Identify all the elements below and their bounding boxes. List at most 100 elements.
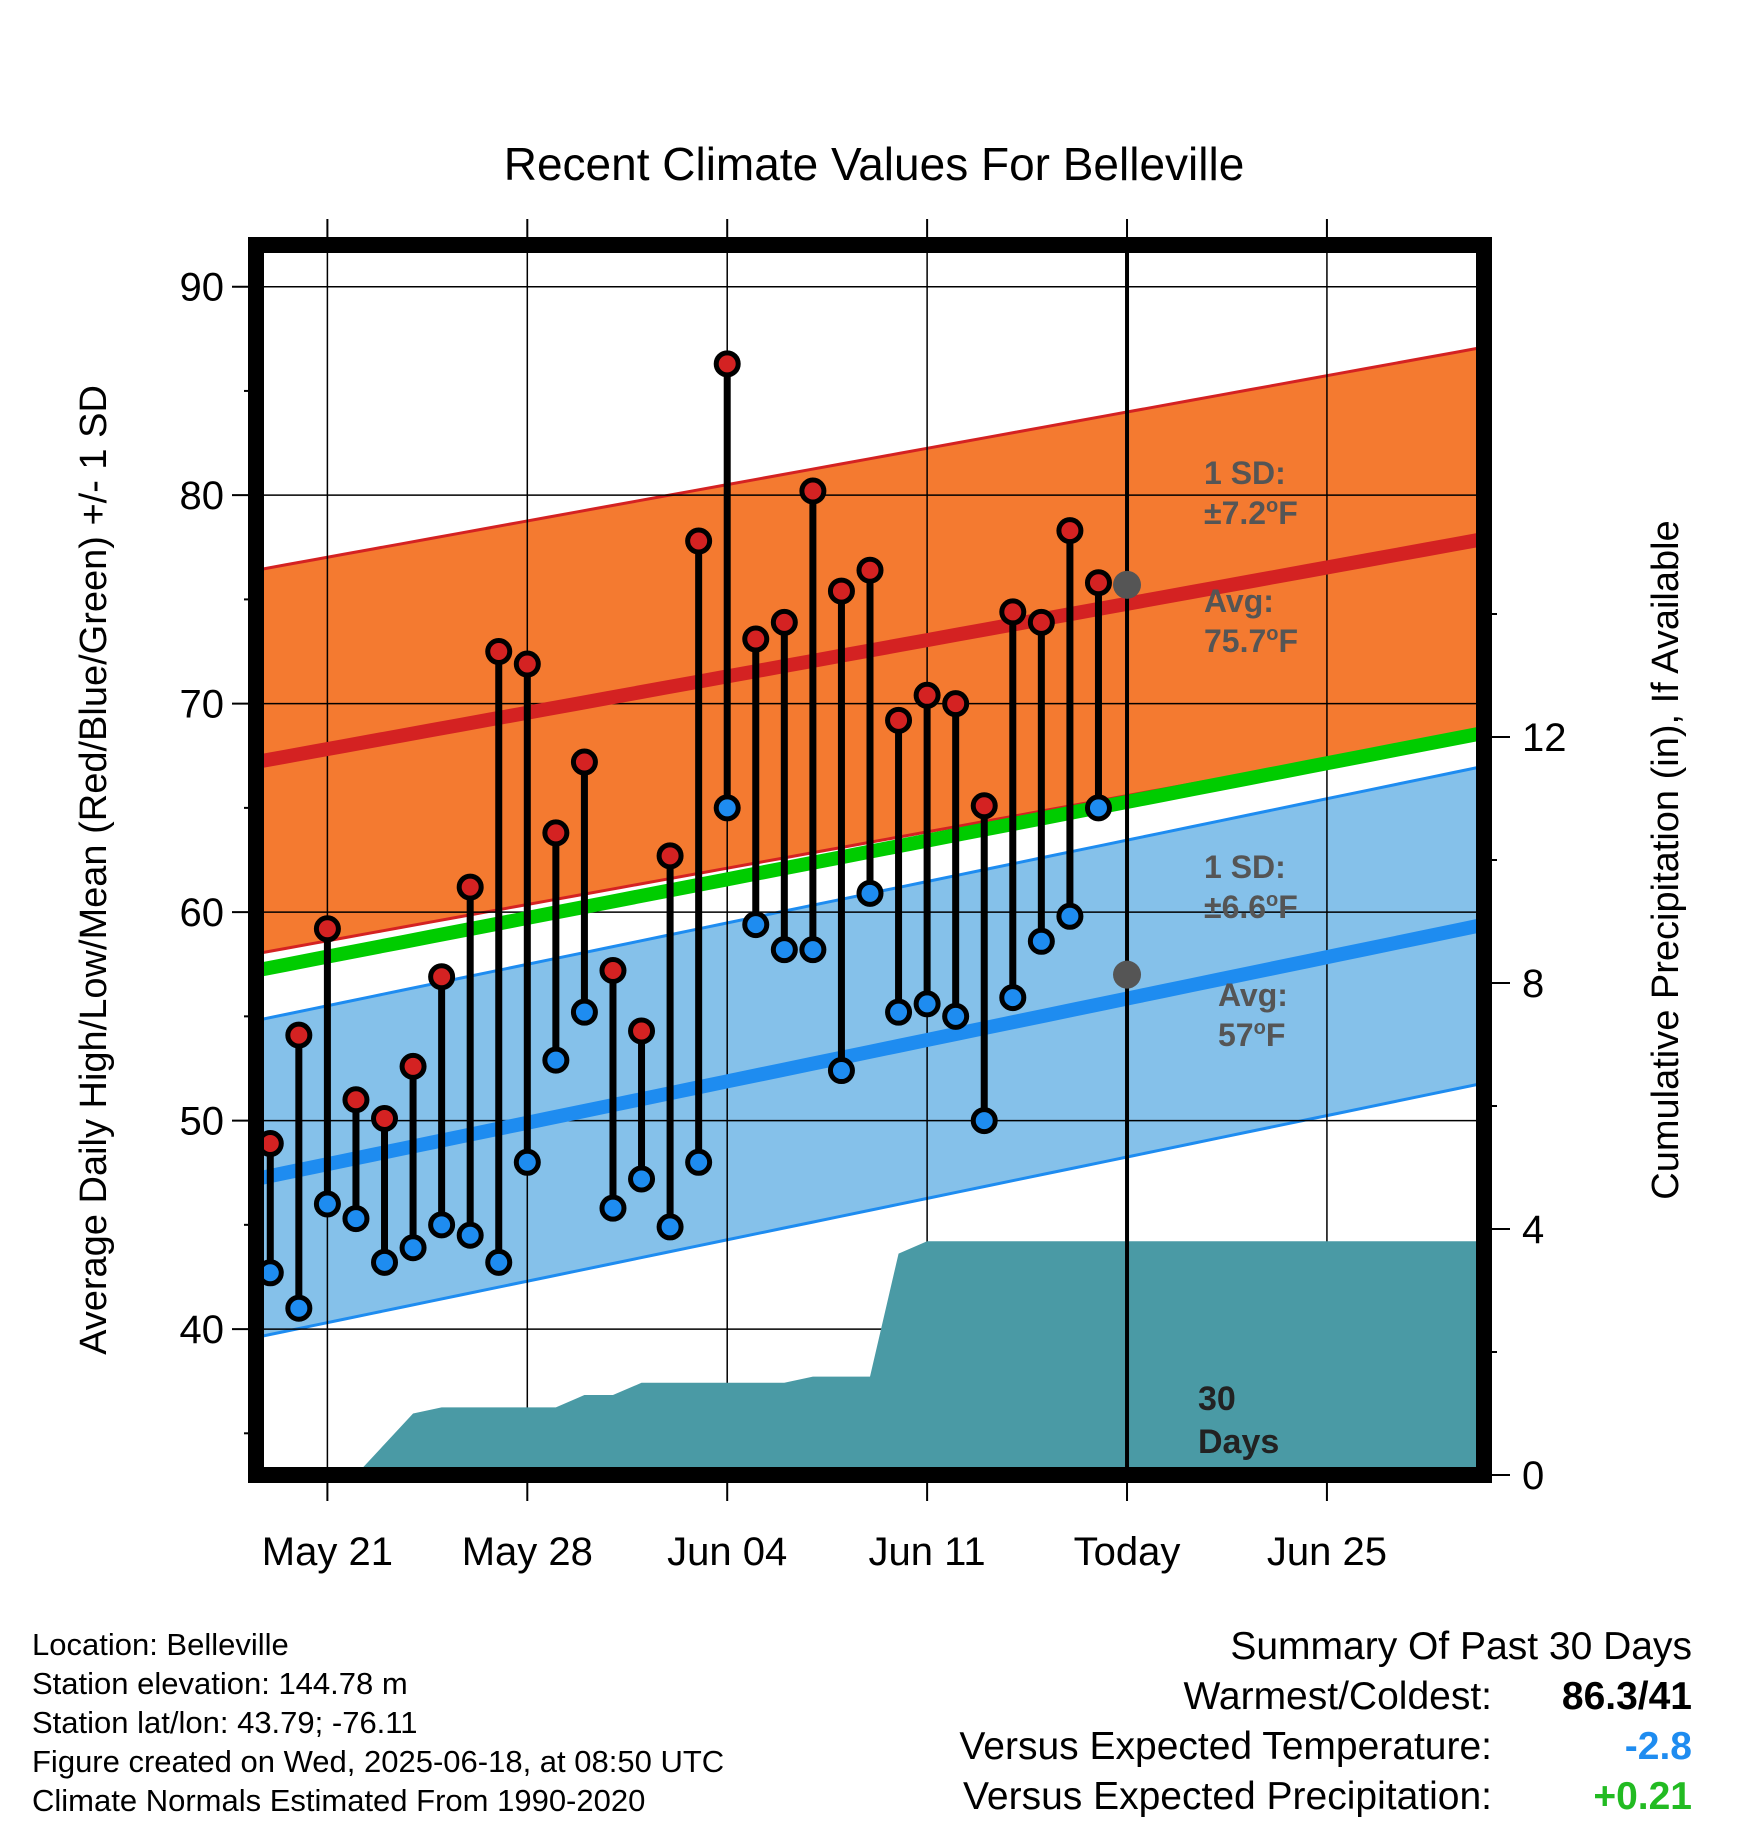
daily-low-point bbox=[1056, 902, 1084, 930]
x-tick-label: Jun 04 bbox=[667, 1530, 787, 1574]
daily-low-point bbox=[342, 1205, 370, 1233]
daily-low-point bbox=[913, 990, 941, 1018]
avg-low-value: 57oF bbox=[1218, 1017, 1285, 1053]
daily-high-point bbox=[685, 527, 713, 555]
daily-low-point bbox=[485, 1248, 513, 1276]
y-right-axis-title: Cumulative Precipitation (in), If Availa… bbox=[1645, 520, 1687, 1199]
daily-high-point bbox=[628, 1017, 656, 1045]
window-days-number: 30 bbox=[1198, 1380, 1236, 1418]
y-left-axis-title: Average Daily High/Low/Mean (Red/Blue/Gr… bbox=[73, 385, 115, 1355]
daily-low-point bbox=[856, 879, 884, 907]
daily-low-point bbox=[285, 1294, 313, 1322]
today-avg-low-marker bbox=[1113, 960, 1142, 989]
climate-chart: Recent Climate Values For Belleville 1 SD… bbox=[73, 138, 1687, 1574]
daily-low-point bbox=[628, 1165, 656, 1193]
daily-high-point bbox=[1084, 569, 1112, 597]
station-info: Location: Belleville Station elevation: … bbox=[32, 1625, 724, 1820]
summary-title: Summary Of Past 30 Days bbox=[1230, 1625, 1692, 1668]
today-avg-high-marker bbox=[1113, 570, 1142, 599]
daily-high-point bbox=[742, 625, 770, 653]
daily-high-point bbox=[1056, 517, 1084, 545]
daily-low-point bbox=[570, 998, 598, 1026]
avg-low-label: Avg: bbox=[1218, 977, 1288, 1013]
daily-high-point bbox=[313, 915, 341, 943]
sd-high-value: ±7.2oF bbox=[1204, 495, 1298, 531]
daily-high-point bbox=[856, 556, 884, 584]
y-right-tick-label: 4 bbox=[1522, 1208, 1544, 1252]
window-days-label: Days bbox=[1198, 1423, 1279, 1461]
y-right-tick-label: 8 bbox=[1522, 962, 1544, 1006]
warmest-value: 86.3/41 bbox=[1561, 1675, 1692, 1718]
y-left-tick-label: 50 bbox=[180, 1100, 225, 1144]
daily-low-point bbox=[742, 911, 770, 939]
daily-low-point bbox=[799, 936, 827, 964]
daily-high-point bbox=[1027, 608, 1055, 636]
daily-low-point bbox=[885, 998, 913, 1026]
daily-low-point bbox=[770, 936, 798, 964]
y-left-tick-label: 60 bbox=[180, 891, 225, 935]
daily-low-point bbox=[399, 1234, 427, 1262]
y-left-tick-label: 70 bbox=[180, 683, 225, 727]
x-tick-label: May 28 bbox=[462, 1530, 593, 1574]
precip-area bbox=[256, 1241, 1484, 1475]
daily-low-point bbox=[542, 1046, 570, 1074]
daily-high-point bbox=[913, 681, 941, 709]
daily-bars bbox=[256, 350, 1112, 1322]
daily-low-point bbox=[827, 1057, 855, 1085]
daily-high-point bbox=[599, 956, 627, 984]
daily-high-point bbox=[371, 1105, 399, 1133]
daily-high-point bbox=[656, 842, 684, 870]
y-left-tick-label: 40 bbox=[180, 1308, 225, 1352]
daily-high-point bbox=[827, 577, 855, 605]
avg-low-line bbox=[256, 917, 1484, 1186]
x-tick-label: Jun 25 bbox=[1267, 1530, 1387, 1574]
daily-high-point bbox=[799, 477, 827, 505]
elevation-text: Station elevation: 144.78 m bbox=[32, 1666, 408, 1701]
daily-high-point bbox=[399, 1052, 427, 1080]
y-left-tick-label: 90 bbox=[180, 266, 225, 310]
sd-low-value: ±6.6oF bbox=[1204, 889, 1298, 925]
location-text: Location: Belleville bbox=[32, 1627, 289, 1662]
x-tick-label: Today bbox=[1074, 1530, 1181, 1574]
normals-text: Climate Normals Estimated From 1990-2020 bbox=[32, 1783, 646, 1818]
daily-low-point bbox=[713, 794, 741, 822]
daily-high-point bbox=[542, 819, 570, 847]
warmest-label: Warmest/Coldest: bbox=[1183, 1675, 1492, 1718]
daily-low-point bbox=[1084, 794, 1112, 822]
daily-low-point bbox=[456, 1221, 484, 1249]
precip-row: Versus Expected Precipitation: +0.21 bbox=[959, 1772, 1692, 1822]
daily-low-point bbox=[1027, 927, 1055, 955]
daily-high-point bbox=[428, 963, 456, 991]
daily-low-point bbox=[970, 1107, 998, 1135]
daily-low-point bbox=[685, 1148, 713, 1176]
daily-high-point bbox=[570, 748, 598, 776]
daily-low-point bbox=[656, 1213, 684, 1241]
daily-high-point bbox=[999, 598, 1027, 626]
sd-high-upper-edge bbox=[256, 345, 1484, 572]
precip-label: Versus Expected Precipitation: bbox=[963, 1775, 1492, 1818]
daily-high-point bbox=[513, 650, 541, 678]
sd-low-label: 1 SD: bbox=[1204, 849, 1286, 885]
daily-high-point bbox=[456, 873, 484, 901]
chart-title: Recent Climate Values For Belleville bbox=[504, 138, 1245, 190]
x-tick-label: May 21 bbox=[262, 1530, 393, 1574]
plot-content: 1 SD: ±7.2oF Avg: 75.7oF 1 SD: ±6.6oF Avg: 57oF… bbox=[256, 245, 1484, 1475]
avg-high-value: 75.7oF bbox=[1204, 623, 1298, 659]
daily-low-point bbox=[313, 1190, 341, 1218]
daily-high-point bbox=[285, 1021, 313, 1049]
daily-high-point bbox=[885, 706, 913, 734]
x-tick-label: Jun 11 bbox=[869, 1530, 986, 1574]
daily-low-point bbox=[513, 1148, 541, 1176]
sd-high-label: 1 SD: bbox=[1204, 455, 1286, 491]
daily-high-point bbox=[342, 1086, 370, 1114]
daily-low-point bbox=[428, 1211, 456, 1239]
temp-label: Versus Expected Temperature: bbox=[959, 1725, 1492, 1768]
created-text: Figure created on Wed, 2025-06-18, at 08… bbox=[32, 1744, 725, 1779]
daily-low-point bbox=[599, 1194, 627, 1222]
daily-high-point bbox=[713, 350, 741, 378]
daily-high-point bbox=[485, 638, 513, 666]
warmest-row: Warmest/Coldest: 86.3/41 bbox=[959, 1672, 1692, 1722]
avg-high-label: Avg: bbox=[1204, 583, 1274, 619]
daily-high-point bbox=[942, 690, 970, 718]
sd-low-lower-edge bbox=[256, 1081, 1484, 1339]
